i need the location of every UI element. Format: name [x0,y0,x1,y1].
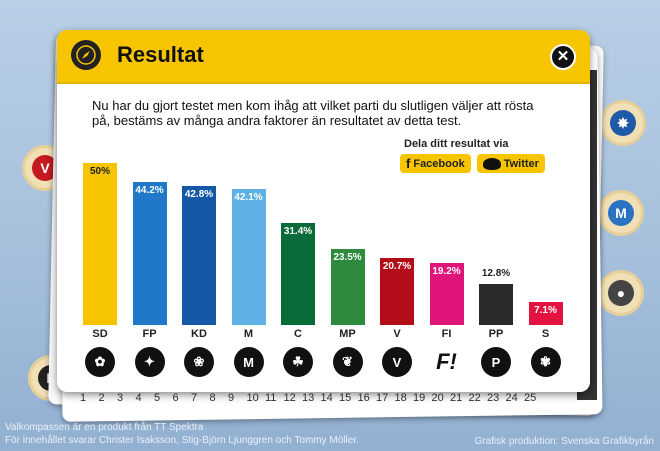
bar-kd: 42.8% [182,186,216,325]
question-number[interactable]: 24 [505,392,518,404]
bar-value-label: 19.2% [432,265,461,277]
bar-sd: 50% [83,163,117,325]
bar-v: 20.7% [380,257,414,325]
m-side-icon: M [608,200,634,226]
facebook-share-button[interactable]: f Facebook [400,154,471,173]
twitter-share-button[interactable]: Twitter [476,154,545,173]
party-label-fp: FP [142,328,157,340]
bar-c: 31.4% [281,223,315,325]
footer-credit: Grafisk produktion: Svenska Grafikbyrån [474,436,654,447]
party-label-m: M [243,328,254,340]
party-label-mp: MP [339,328,356,340]
question-number[interactable]: 15 [339,392,352,404]
question-number[interactable]: 1 [80,392,87,404]
question-number[interactable]: 4 [135,392,142,404]
bar-value-label: 44.2% [135,184,164,196]
m-logo-icon[interactable]: M [233,347,264,377]
question-number[interactable]: 6 [172,392,179,404]
question-numbers: 1 2 3 4 5 6 7 8 9 10 11 12 13 14 15 16 17 18 19 20 21 22 23 24 2… [80,392,560,404]
question-number[interactable]: 13 [302,392,315,404]
party-label-fi: FI [441,328,452,340]
party-label-v: V [393,328,401,340]
s-rose-icon[interactable]: ✾ [530,347,561,377]
bar-value-label: 50% [89,166,110,177]
question-number[interactable]: 11 [265,392,277,404]
v-logo-icon[interactable]: V [382,347,412,377]
question-number[interactable]: 25 [524,392,537,404]
bar-value-label: 12.8% [481,267,511,279]
dialog-header: Resultat ✕ [57,30,590,84]
party-label-c: C [294,328,302,340]
intro-text: Nu har du gjort testet men kom ihåg att … [92,98,534,128]
bar-value-label: 20.7% [382,260,412,272]
fi-logo-icon[interactable]: F! [436,349,457,374]
question-number[interactable]: 22 [468,392,481,404]
share-section: Dela ditt resultat via f Facebook Twitte… [400,138,580,173]
side-badge-right-1[interactable]: ✸ [600,100,646,146]
pp-logo-icon[interactable]: P [481,347,511,377]
question-number[interactable]: 23 [487,392,500,404]
side-badge-right-3[interactable]: ● [598,270,644,316]
bar-fp: 44.2% [132,181,167,325]
question-number[interactable]: 14 [320,392,333,404]
bar-value-label: 7.1% [534,304,557,316]
facebook-icon: f [406,156,411,171]
twitter-icon [482,157,501,170]
question-number[interactable]: 18 [394,392,407,404]
twitter-label: Twitter [503,157,539,170]
bar-fi: 19.2% [429,262,464,325]
compass-icon [71,40,101,70]
c-clover-icon[interactable]: ☘ [283,347,313,377]
side-badge-right-2[interactable]: M [598,190,644,236]
question-number[interactable]: 17 [376,392,389,404]
party-label-pp: PP [488,328,504,340]
party-label-s: S [541,328,550,340]
question-number[interactable]: 12 [283,392,296,404]
question-number[interactable]: 8 [209,392,216,404]
share-title: Dela ditt resultat via [404,138,509,150]
question-number[interactable]: 20 [431,392,444,404]
kd-flower-icon[interactable]: ❀ [184,347,214,377]
bar-mp: 23.5% [330,248,365,325]
result-dialog: Resultat ✕ Nu har du gjort testet men ko… [57,30,590,392]
close-button[interactable]: ✕ [550,44,576,70]
facebook-label: Facebook [413,157,465,170]
bar-value-label: 31.4% [283,226,313,238]
mp-leaf-icon[interactable]: ❦ [332,347,363,377]
footer-line-2: För innehållet svarar Christer Isaksson,… [5,435,359,446]
question-number[interactable]: 5 [154,392,161,404]
sd-flower-icon[interactable]: ✿ [85,347,115,377]
bar-m: 42.1% [231,188,266,325]
question-number[interactable]: 2 [98,392,105,404]
bar-value-label: 42.1% [234,191,263,203]
question-number[interactable]: 7 [191,392,198,404]
bar-s: 7.1% [528,301,563,325]
dialog-title: Resultat [117,42,204,67]
question-number[interactable]: 10 [246,392,259,404]
question-number[interactable]: 9 [228,392,235,404]
party-label-kd: KD [191,328,207,340]
question-number[interactable]: 19 [413,392,426,404]
question-number[interactable]: 21 [450,392,463,404]
side-icon: ● [608,280,634,306]
fp-logo-icon[interactable]: ✦ [134,347,165,377]
question-number[interactable]: 16 [357,392,370,404]
star-side-icon: ✸ [610,110,636,136]
bar-pp: 12.8% [479,268,513,325]
bar-value-label: 23.5% [333,251,362,263]
result-chart: 50% SD ✿ 44.2% FP ✦ 42.8% KD ❀ 42.1% M M 31.4% C ☘ 23.5… [77,155,577,385]
party-label-sd: SD [92,328,108,340]
footer: Valkompassen är en produkt från TT Spekt… [5,421,359,447]
question-number[interactable]: 3 [117,392,124,404]
bar-value-label: 42.8% [184,189,214,201]
footer-line-1: Valkompassen är en produkt från TT Spekt… [5,422,204,433]
